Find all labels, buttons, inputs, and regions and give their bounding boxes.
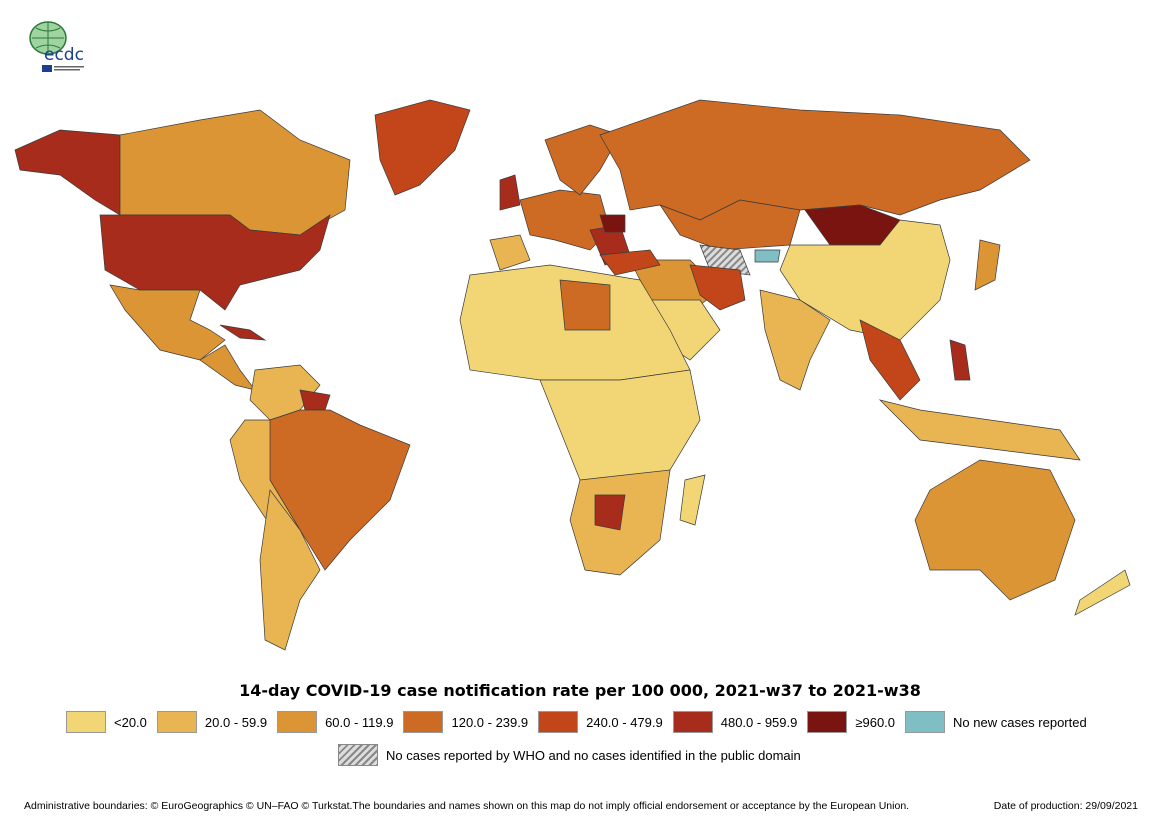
legend-label: 60.0 - 119.9 bbox=[325, 714, 394, 730]
world-choropleth-map bbox=[14, 99, 1131, 651]
country-japan bbox=[974, 239, 1001, 291]
country-romania bbox=[599, 214, 626, 233]
country-kazakhstan bbox=[659, 199, 801, 251]
country-indonesia bbox=[878, 399, 1081, 461]
legend-label: No new cases reported bbox=[953, 714, 1087, 730]
country-madagascar bbox=[679, 474, 706, 526]
legend-swatch bbox=[672, 711, 713, 733]
country-russia bbox=[599, 99, 1031, 221]
legend-label: 20.0 - 59.9 bbox=[204, 714, 268, 730]
country-uk bbox=[499, 174, 521, 211]
country-scandinavia bbox=[544, 124, 621, 196]
legend-label: <20.0 bbox=[114, 714, 147, 730]
legend-swatch bbox=[905, 711, 946, 733]
country-mexico bbox=[109, 284, 226, 361]
country-china bbox=[779, 219, 951, 341]
legend-item: 60.0 - 119.9 bbox=[277, 711, 393, 733]
legend-label: 480.0 - 959.9 bbox=[720, 714, 798, 730]
country-se-asia bbox=[859, 319, 921, 401]
country-iran bbox=[689, 264, 746, 311]
country-central-africa bbox=[539, 369, 701, 481]
country-botswana bbox=[594, 494, 626, 531]
country-kyrgyz-taj bbox=[754, 249, 781, 263]
no-data-label: No cases reported by WHO and no cases id… bbox=[386, 747, 801, 763]
country-alaska bbox=[14, 129, 121, 216]
country-guiana bbox=[299, 389, 331, 411]
legend-swatch bbox=[538, 711, 579, 733]
attribution: Administrative boundaries: © EuroGeograp… bbox=[24, 800, 910, 812]
country-new-zealand bbox=[1074, 569, 1131, 616]
ecdc-logo: ecdc bbox=[26, 18, 96, 76]
country-libya bbox=[559, 279, 611, 331]
country-southern-cone bbox=[259, 489, 321, 651]
svg-text:ecdc: ecdc bbox=[44, 45, 84, 65]
hatch-swatch bbox=[338, 744, 378, 766]
production-date: Date of production: 29/09/2021 bbox=[993, 800, 1138, 812]
legend-swatch bbox=[277, 711, 318, 733]
legend-item: <20.0 bbox=[66, 711, 147, 733]
legend-item: ≥960.0 bbox=[807, 711, 895, 733]
legend-swatch bbox=[403, 711, 444, 733]
legend-swatch bbox=[156, 711, 197, 733]
legend-item: 480.0 - 959.9 bbox=[672, 711, 798, 733]
country-central-america bbox=[199, 344, 256, 391]
legend-item: 240.0 - 479.9 bbox=[538, 711, 663, 733]
country-india bbox=[759, 289, 831, 391]
legend-label: 120.0 - 239.9 bbox=[451, 714, 529, 730]
legend-item: 120.0 - 239.9 bbox=[403, 711, 528, 733]
legend-item: No new cases reported bbox=[905, 711, 1087, 733]
legend-label: ≥960.0 bbox=[855, 714, 896, 730]
legend-swatch bbox=[66, 711, 106, 733]
country-philippines bbox=[949, 339, 971, 381]
country-greenland bbox=[374, 99, 471, 196]
legend-label: 240.0 - 479.9 bbox=[586, 714, 663, 730]
legend-item: 20.0 - 59.9 bbox=[156, 711, 268, 733]
legend-swatch bbox=[807, 711, 848, 733]
map-title: 14-day COVID-19 case notification rate p… bbox=[239, 681, 921, 700]
legend-no-data: No cases reported by WHO and no cases id… bbox=[338, 744, 801, 766]
legend: <20.0 20.0 - 59.9 60.0 - 119.9 120.0 - 239.… bbox=[66, 711, 1097, 733]
country-turkey bbox=[599, 249, 661, 276]
country-australia bbox=[914, 459, 1076, 601]
country-iberia bbox=[489, 234, 531, 271]
country-cuba bbox=[219, 324, 267, 341]
